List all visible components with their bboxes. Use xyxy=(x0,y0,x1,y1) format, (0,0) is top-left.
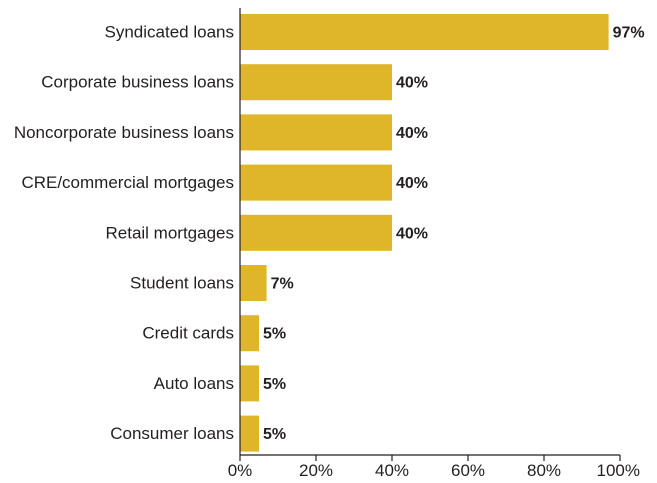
bar xyxy=(240,415,259,452)
x-tick-label: 80% xyxy=(527,461,561,480)
category-label: Auto loans xyxy=(154,374,234,393)
category-label: Credit cards xyxy=(142,324,234,343)
value-label: 40% xyxy=(396,225,428,242)
bar xyxy=(240,114,392,151)
category-label: CRE/commercial mortgages xyxy=(21,173,234,192)
bar xyxy=(240,365,259,402)
value-label: 5% xyxy=(263,326,286,343)
bar xyxy=(240,214,392,251)
value-label: 5% xyxy=(263,426,286,443)
value-label: 5% xyxy=(263,376,286,393)
category-label: Retail mortgages xyxy=(105,223,234,242)
value-labels: 97% 40% 40% 40% 40% 7% 5% 5% 5% xyxy=(263,25,645,444)
value-label: 7% xyxy=(271,276,294,293)
value-label: 40% xyxy=(396,175,428,192)
category-label: Corporate business loans xyxy=(41,73,234,92)
value-label: 97% xyxy=(613,25,645,42)
x-tick-label: 40% xyxy=(375,461,409,480)
bar xyxy=(240,265,267,301)
bar xyxy=(240,64,392,101)
bar xyxy=(240,164,392,201)
x-tick-label: 0% xyxy=(228,461,253,480)
bars-group xyxy=(240,14,609,452)
bar xyxy=(240,14,609,50)
category-label: Syndicated loans xyxy=(105,23,234,42)
x-tick-label: 100% xyxy=(597,461,640,480)
value-label: 40% xyxy=(396,75,428,92)
x-tick-label: 20% xyxy=(299,461,333,480)
value-label: 40% xyxy=(396,125,428,142)
category-label: Student loans xyxy=(130,274,234,293)
category-label: Consumer loans xyxy=(110,424,234,443)
category-label: Noncorporate business loans xyxy=(14,123,234,142)
bar xyxy=(240,315,259,352)
category-labels: Syndicated loans Corporate business loans… xyxy=(14,23,234,444)
x-tick-label: 60% xyxy=(451,461,485,480)
x-axis-ticks: 0% 20% 40% 60% 80% 100% xyxy=(228,455,640,480)
